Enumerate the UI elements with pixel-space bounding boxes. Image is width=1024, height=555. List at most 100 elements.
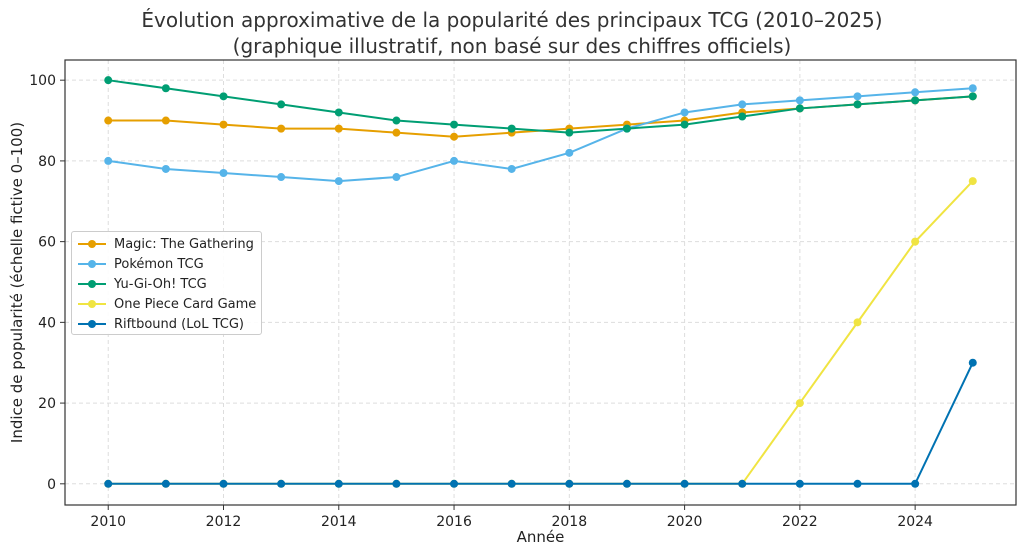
data-point (104, 116, 113, 125)
data-point (334, 108, 343, 117)
y-axis-label: Indice de popularité (échelle fictive 0–… (8, 122, 26, 443)
data-point (392, 116, 401, 125)
series-line (108, 362, 974, 485)
x-tick-label: 2024 (897, 514, 933, 530)
data-point (219, 169, 228, 178)
legend-item: One Piece Card Game (72, 294, 256, 314)
data-point (334, 479, 343, 488)
x-tick-label: 2022 (782, 514, 818, 530)
data-point (161, 116, 170, 125)
data-point (507, 479, 516, 488)
data-point (853, 100, 862, 109)
chart-title: Évolution approximative de la popularité… (141, 8, 883, 32)
data-point (219, 92, 228, 101)
legend-item: Pokémon TCG (72, 254, 204, 274)
y-tick-label: 80 (38, 154, 56, 170)
data-point (853, 318, 862, 327)
data-point (219, 120, 228, 129)
data-point (104, 76, 113, 85)
data-point (968, 177, 977, 186)
data-point (277, 173, 286, 182)
legend-label: Riftbound (LoL TCG) (114, 316, 244, 332)
data-point (161, 479, 170, 488)
data-point (911, 96, 920, 105)
data-point (853, 92, 862, 101)
x-axis-label: Année (517, 528, 565, 546)
data-point (104, 156, 113, 165)
x-tick-label: 2020 (667, 514, 703, 530)
legend: Magic: The Gathering Pokémon TCG Yu-Gi-Oh!… (71, 231, 262, 335)
data-point (795, 96, 804, 105)
y-tick-label: 0 (47, 477, 56, 493)
data-point (795, 479, 804, 488)
data-point (738, 112, 747, 121)
data-point (450, 120, 459, 129)
data-point (334, 124, 343, 133)
data-point (392, 479, 401, 488)
data-point (795, 104, 804, 113)
data-point (680, 108, 689, 117)
y-tick-label: 60 (38, 235, 56, 251)
data-point (565, 128, 574, 137)
data-point (277, 100, 286, 109)
legend-item: Magic: The Gathering (72, 234, 254, 254)
legend-item: Riftbound (LoL TCG) (72, 314, 244, 334)
legend-marker (78, 260, 106, 268)
legend-marker (78, 320, 106, 328)
data-point (853, 479, 862, 488)
y-tick-label: 40 (38, 315, 56, 331)
y-tick-label: 100 (29, 73, 56, 89)
x-tick-label: 2014 (321, 514, 357, 530)
data-point (622, 479, 631, 488)
chart-subtitle: (graphique illustratif, non basé sur des… (232, 34, 792, 58)
series-magic-the-gathering (104, 92, 977, 141)
data-point (450, 156, 459, 165)
data-point (911, 88, 920, 97)
data-point (911, 479, 920, 488)
y-tick-label: 20 (38, 396, 56, 412)
data-point (277, 124, 286, 133)
plot-frame (64, 59, 1017, 506)
data-point (450, 132, 459, 141)
data-point (968, 92, 977, 101)
data-point (968, 84, 977, 93)
data-point (219, 479, 228, 488)
data-point (161, 164, 170, 173)
legend-marker (78, 300, 106, 308)
data-point (968, 358, 977, 367)
x-tick-label: 2016 (436, 514, 472, 530)
data-point (622, 124, 631, 133)
series-riftbound-lol-tcg- (104, 358, 977, 488)
data-point (680, 479, 689, 488)
legend-item: Yu-Gi-Oh! TCG (72, 274, 207, 294)
x-tick-label: 2018 (551, 514, 587, 530)
data-point (507, 124, 516, 133)
data-point (450, 479, 459, 488)
legend-marker (78, 280, 106, 288)
data-point (565, 479, 574, 488)
data-point (392, 173, 401, 182)
legend-label: Pokémon TCG (114, 256, 204, 272)
data-point (507, 164, 516, 173)
x-tick-label: 2010 (90, 514, 126, 530)
series-line (108, 87, 973, 183)
series-yu-gi-oh-tcg (104, 76, 977, 137)
data-point (738, 100, 747, 109)
data-point (104, 479, 113, 488)
data-point (277, 479, 286, 488)
series-line (108, 79, 973, 134)
legend-marker (78, 240, 106, 248)
legend-label: Yu-Gi-Oh! TCG (114, 276, 207, 292)
x-tick-label: 2012 (206, 514, 242, 530)
data-point (795, 399, 804, 408)
data-point (680, 120, 689, 129)
data-point (392, 128, 401, 137)
legend-label: Magic: The Gathering (114, 236, 254, 252)
legend-label: One Piece Card Game (114, 296, 257, 312)
data-point (738, 479, 747, 488)
data-point (161, 84, 170, 93)
data-point (565, 148, 574, 157)
data-point (911, 237, 920, 246)
data-point (334, 177, 343, 186)
